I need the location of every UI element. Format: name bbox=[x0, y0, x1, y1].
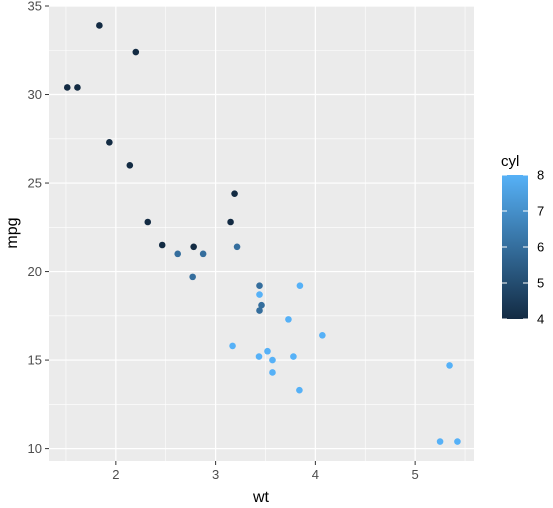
data-point bbox=[269, 369, 276, 376]
legend-tick-label: 4 bbox=[537, 312, 544, 327]
data-point bbox=[189, 273, 196, 281]
data-point bbox=[144, 218, 152, 226]
data-point bbox=[106, 139, 113, 146]
y-axis-ticks: 10 15 20 25 30 35 bbox=[28, 0, 49, 456]
legend-tick-label: 8 bbox=[537, 168, 544, 183]
legend-tick-label: 7 bbox=[537, 204, 544, 219]
data-point bbox=[319, 331, 326, 339]
data-point bbox=[96, 22, 103, 29]
x-tick-label: 5 bbox=[412, 467, 419, 482]
data-point bbox=[229, 342, 236, 350]
data-point bbox=[285, 316, 292, 323]
x-tick-label: 4 bbox=[312, 467, 319, 482]
legend-ticks: 4 5 6 7 8 bbox=[502, 168, 544, 327]
data-point bbox=[256, 291, 263, 298]
legend-tick-label: 6 bbox=[537, 240, 544, 255]
y-tick-label: 10 bbox=[28, 441, 42, 456]
data-point bbox=[256, 307, 263, 314]
data-point bbox=[256, 282, 263, 290]
data-point bbox=[231, 190, 238, 197]
data-point bbox=[269, 356, 276, 364]
y-axis-title: mpg bbox=[4, 217, 21, 248]
data-points bbox=[63, 22, 461, 445]
data-point bbox=[290, 353, 297, 360]
y-tick-label: 20 bbox=[28, 264, 42, 279]
data-point bbox=[255, 353, 263, 360]
y-tick-label: 30 bbox=[28, 87, 42, 102]
data-point bbox=[227, 218, 234, 226]
x-axis-title: wt bbox=[252, 489, 270, 506]
data-point bbox=[436, 438, 444, 445]
data-point bbox=[264, 347, 271, 355]
data-point bbox=[132, 48, 140, 56]
y-tick-label: 15 bbox=[28, 353, 42, 368]
data-point bbox=[63, 84, 71, 91]
x-tick-label: 3 bbox=[212, 467, 219, 482]
data-point bbox=[296, 282, 304, 290]
x-tick-label: 2 bbox=[112, 467, 119, 482]
data-point bbox=[454, 438, 461, 445]
color-legend: cyl 4 5 6 7 8 bbox=[501, 153, 544, 327]
legend-tick-label: 5 bbox=[537, 276, 544, 291]
data-point bbox=[74, 84, 81, 91]
plot-panel bbox=[49, 6, 474, 461]
data-point bbox=[446, 362, 453, 369]
data-point bbox=[174, 250, 181, 258]
data-point bbox=[296, 386, 303, 394]
x-axis-ticks: 2 3 4 5 bbox=[112, 461, 419, 482]
y-tick-label: 25 bbox=[28, 176, 42, 191]
grid-lines bbox=[49, 5, 474, 461]
data-point bbox=[233, 243, 241, 251]
data-point bbox=[126, 162, 134, 169]
data-point bbox=[258, 301, 265, 309]
legend-title: cyl bbox=[501, 153, 519, 170]
data-point bbox=[199, 250, 207, 258]
y-tick-label: 35 bbox=[28, 0, 42, 14]
data-point bbox=[158, 241, 166, 249]
data-point bbox=[190, 243, 197, 251]
